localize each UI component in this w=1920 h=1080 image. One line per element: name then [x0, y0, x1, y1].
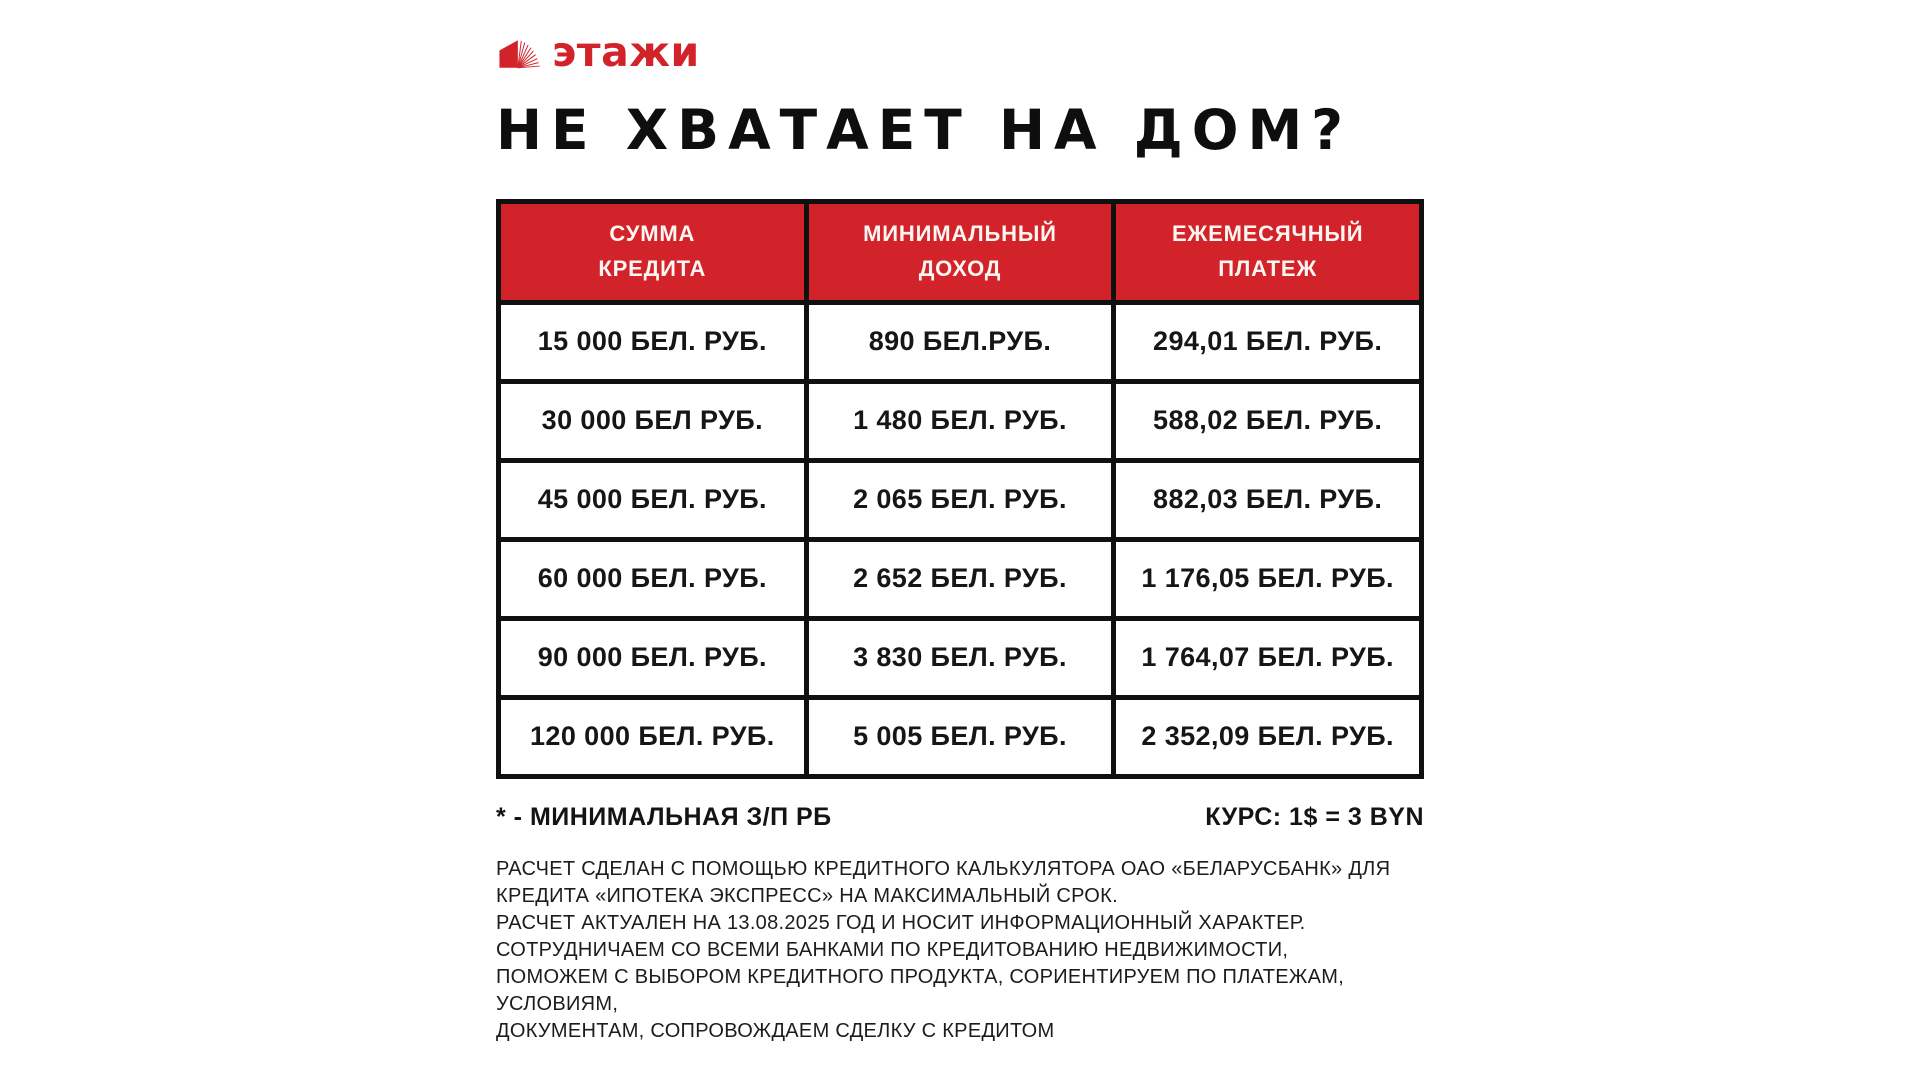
header-line: ДОХОД [918, 255, 1002, 281]
header-cell-min-income: МИНИМАЛЬНЫЙ ДОХОД [803, 198, 1117, 305]
cell-credit-sum: 60 000 БЕЛ. РУБ. [496, 536, 809, 621]
exchange-rate-note: КУРС: 1$ = 3 BYN [1205, 802, 1424, 831]
cell-credit-sum: 120 000 БЕЛ. РУБ. [496, 694, 809, 779]
cell-monthly-payment: 882,03 БЕЛ. РУБ. [1111, 457, 1424, 542]
cell-min-income: 2 652 БЕЛ. РУБ. [803, 536, 1117, 621]
table-row: 15 000 БЕЛ. РУБ. 890 БЕЛ.РУБ. 294,01 БЕЛ… [496, 299, 1424, 384]
cell-monthly-payment: 1 176,05 БЕЛ. РУБ. [1111, 536, 1424, 621]
header-row: СУММА КРЕДИТА МИНИМАЛЬНЫЙ ДОХОД ЕЖЕМЕСЯЧ… [496, 198, 1424, 305]
header-line: КРЕДИТА [598, 255, 707, 281]
brand-logo: этажи [496, 0, 1424, 76]
header-cell-credit-sum: СУММА КРЕДИТА [496, 198, 809, 305]
table-row: 60 000 БЕЛ. РУБ. 2 652 БЕЛ. РУБ. 1 176,0… [496, 536, 1424, 621]
disclaimer-block: РАСЧЕТ СДЕЛАН С ПОМОЩЬЮ КРЕДИТНОГО КАЛЬК… [496, 856, 1424, 1045]
credit-table: СУММА КРЕДИТА МИНИМАЛЬНЫЙ ДОХОД ЕЖЕМЕСЯЧ… [496, 198, 1424, 779]
table-row: 30 000 БЕЛ РУБ. 1 480 БЕЛ. РУБ. 588,02 Б… [496, 378, 1424, 463]
disclaimer-line: СОТРУДНИЧАЕМ СО ВСЕМИ БАНКАМИ ПО КРЕДИТО… [496, 938, 1289, 961]
cell-min-income: 5 005 БЕЛ. РУБ. [803, 694, 1117, 779]
header-line: СУММА [609, 221, 696, 247]
header-line: ЕЖЕМЕСЯЧНЫЙ [1171, 221, 1364, 247]
cell-monthly-payment: 588,02 БЕЛ. РУБ. [1111, 378, 1424, 463]
notes-row: * - МИНИМАЛЬНАЯ З/П РБ КУРС: 1$ = 3 BYN [496, 803, 1424, 832]
cell-monthly-payment: 1 764,07 БЕЛ. РУБ. [1111, 615, 1424, 700]
header-line: ПЛАТЕЖ [1218, 255, 1318, 281]
credit-table-header: СУММА КРЕДИТА МИНИМАЛЬНЫЙ ДОХОД ЕЖЕМЕСЯЧ… [496, 198, 1424, 305]
cell-monthly-payment: 294,01 БЕЛ. РУБ. [1111, 299, 1424, 384]
min-salary-footnote: * - МИНИМАЛЬНАЯ З/П РБ [496, 802, 832, 831]
disclaimer-line: РАСЧЕТ АКТУАЛЕН НА 13.08.2025 ГОД И НОСИ… [496, 911, 1306, 934]
header-line: МИНИМАЛЬНЫЙ [863, 221, 1057, 247]
cell-credit-sum: 45 000 БЕЛ. РУБ. [496, 457, 809, 542]
cell-credit-sum: 30 000 БЕЛ РУБ. [496, 378, 809, 463]
page-title: НЕ ХВАТАЕТ НА ДОМ? [496, 98, 1353, 162]
content-column: этажи НЕ ХВАТАЕТ НА ДОМ? СУММА КРЕДИТА М… [496, 0, 1424, 1045]
cell-monthly-payment: 2 352,09 БЕЛ. РУБ. [1111, 694, 1424, 779]
table-row: 45 000 БЕЛ. РУБ. 2 065 БЕЛ. РУБ. 882,03 … [496, 457, 1424, 542]
disclaimer-line: ДОКУМЕНТАМ, СОПРОВОЖДАЕМ СДЕЛКУ С КРЕДИТ… [496, 1019, 1055, 1042]
table-row: 90 000 БЕЛ. РУБ. 3 830 БЕЛ. РУБ. 1 764,0… [496, 615, 1424, 700]
cell-min-income: 2 065 БЕЛ. РУБ. [803, 457, 1117, 542]
header-cell-monthly-payment: ЕЖЕМЕСЯЧНЫЙ ПЛАТЕЖ [1111, 198, 1424, 305]
house-floors-icon [499, 40, 540, 69]
cell-credit-sum: 90 000 БЕЛ. РУБ. [496, 615, 809, 700]
cell-credit-sum: 15 000 БЕЛ. РУБ. [496, 299, 809, 384]
disclaimer-line: КРЕДИТА «ИПОТЕКА ЭКСПРЕСС» НА МАКСИМАЛЬН… [496, 884, 1118, 907]
credit-table-body: 15 000 БЕЛ. РУБ. 890 БЕЛ.РУБ. 294,01 БЕЛ… [496, 299, 1424, 779]
cell-min-income: 890 БЕЛ.РУБ. [803, 299, 1117, 384]
table-row: 120 000 БЕЛ. РУБ. 5 005 БЕЛ. РУБ. 2 352,… [496, 694, 1424, 779]
brand-logo-text: этажи [552, 27, 700, 76]
cell-min-income: 1 480 БЕЛ. РУБ. [803, 378, 1117, 463]
disclaimer-line: РАСЧЕТ СДЕЛАН С ПОМОЩЬЮ КРЕДИТНОГО КАЛЬК… [496, 857, 1391, 880]
disclaimer-line: ПОМОЖЕМ С ВЫБОРОМ КРЕДИТНОГО ПРОДУКТА, С… [496, 965, 1345, 988]
disclaimer-line: УСЛОВИЯМ, [496, 992, 619, 1015]
cell-min-income: 3 830 БЕЛ. РУБ. [803, 615, 1117, 700]
